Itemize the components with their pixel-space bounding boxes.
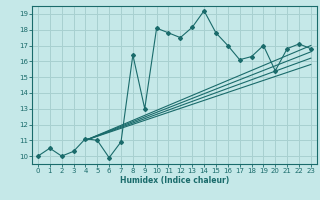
X-axis label: Humidex (Indice chaleur): Humidex (Indice chaleur) xyxy=(120,176,229,185)
